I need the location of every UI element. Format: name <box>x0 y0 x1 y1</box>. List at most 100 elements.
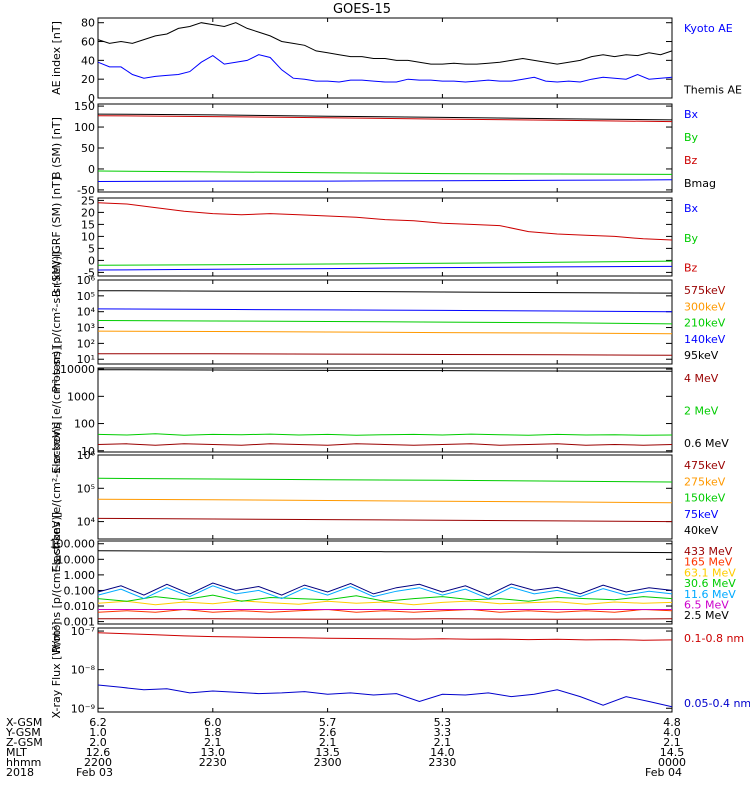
series-line-bmag <box>98 114 672 120</box>
y-tick-label: 10000 <box>60 363 95 376</box>
series-line-4-mev <box>98 444 672 445</box>
legend-entry: 4 MeV <box>684 372 719 385</box>
series-line-bx <box>98 180 672 182</box>
legend-entry: Kyoto AE <box>684 22 733 35</box>
series-line-bx <box>98 266 672 270</box>
legend-entry: 75keV <box>684 508 719 521</box>
x-tick-value: Feb 03 <box>76 766 113 779</box>
panel-frame <box>98 628 672 712</box>
legend-entry: By <box>684 232 699 245</box>
series-line-433-mev <box>98 619 672 620</box>
series-line-300kev <box>98 331 672 334</box>
legend-entry: 0.1-0.8 nm <box>684 632 744 645</box>
y-tick-label: 10⁶ <box>77 274 96 287</box>
legend-entry: 0.6 MeV <box>684 437 729 450</box>
legend-entry: Bz <box>684 154 698 167</box>
y-tick-label: 0.100 <box>64 584 96 597</box>
y-tick-label: 0.010 <box>64 600 96 613</box>
x-tick-value: 2330 <box>428 756 456 769</box>
y-tick-label: 10² <box>77 337 95 350</box>
legend-entry: 150keV <box>684 492 726 505</box>
legend-entry: 300keV <box>684 300 726 313</box>
legend-entry: 40keV <box>684 524 719 537</box>
y-tick-label: 1000 <box>67 390 95 403</box>
series-line-2-mev <box>98 434 672 436</box>
series-line-bz <box>98 203 672 240</box>
series-line-95kev <box>98 291 672 293</box>
series-line-30-6-mev <box>98 595 672 601</box>
legend-entry: 2.5 MeV <box>684 609 729 622</box>
series-line-2-5-mev <box>98 551 672 553</box>
y-tick-label: 10⁶ <box>77 449 96 462</box>
panel-8: 10⁻⁹10⁻⁸10⁻⁷X-ray Flux [W/m²]0.1-0.8 nm0… <box>50 622 750 719</box>
y-tick-label: 20 <box>81 73 95 86</box>
series-line-by <box>98 171 672 174</box>
y-tick-label: 5 <box>88 242 95 255</box>
plot-title: GOES-15 <box>333 2 391 17</box>
legend-entry: 2 MeV <box>684 405 719 418</box>
series-line-575kev <box>98 354 672 355</box>
legend-entry: Themis AE <box>683 83 742 96</box>
legend-entry: 275keV <box>684 475 726 488</box>
y-tick-label: 80 <box>81 17 95 30</box>
series-line-275kev <box>98 499 672 503</box>
x-tick-value: 2230 <box>199 756 227 769</box>
legend-entry: 140keV <box>684 333 726 346</box>
y-tick-label: 25 <box>81 194 95 207</box>
y-tick-label: 10 <box>81 230 95 243</box>
series-line-by <box>98 261 672 265</box>
y-tick-label: 10⁻⁸ <box>71 664 96 677</box>
legend-entry: Bx <box>684 108 699 121</box>
panel-7: 0.0010.0100.1001.00010.000100.000Protons… <box>50 512 737 653</box>
y-tick-label: 10⁵ <box>77 482 95 495</box>
y-tick-label: 1.000 <box>64 569 96 582</box>
y-tick-label: 20 <box>81 206 95 219</box>
y-tick-label: 100 <box>74 418 95 431</box>
y-tick-label: 150 <box>74 100 95 113</box>
y-tick-label: 0 <box>88 163 95 176</box>
x-axis-annotations: X-GSMY-GSMZ-GSMMLThhmm20186.21.02.012.62… <box>5 716 686 779</box>
x-tick-value: 2300 <box>314 756 342 769</box>
y-tick-label: 100 <box>74 121 95 134</box>
y-axis-label: X-ray Flux [W/m²] <box>50 622 63 719</box>
legend-entry: 210keV <box>684 317 726 330</box>
legend-entry: 95keV <box>684 349 719 362</box>
panel-frame <box>98 455 672 539</box>
panel-frame <box>98 541 672 624</box>
series-line-0-1-0-8-nm <box>98 633 672 640</box>
panel-frame <box>98 198 672 276</box>
y-axis-label: B (SM) [nT] <box>50 117 63 179</box>
x-row-label: 2018 <box>6 766 34 779</box>
series-line-150kev <box>98 478 672 482</box>
y-tick-label: 0 <box>88 254 95 267</box>
series-line-475kev <box>98 518 672 521</box>
y-tick-label: 40 <box>81 54 95 67</box>
legend-entry: Bz <box>684 262 698 275</box>
y-tick-label: 10⁻⁹ <box>71 702 95 715</box>
series-line-0-6-mev <box>98 370 672 372</box>
panel-frame <box>98 368 672 452</box>
y-tick-label: 60 <box>81 36 95 49</box>
y-tick-label: 10⁴ <box>77 516 96 529</box>
legend-entry: 575keV <box>684 284 726 297</box>
legend-entry: 0.05-0.4 nm <box>684 697 750 710</box>
legend-entry: Bx <box>684 202 699 215</box>
y-tick-label: 10⁵ <box>77 290 95 303</box>
y-axis-label: AE index [nT] <box>50 21 63 95</box>
y-tick-label: 50 <box>81 142 95 155</box>
legend-entry: 475keV <box>684 459 726 472</box>
y-tick-label: 10³ <box>77 322 95 335</box>
series-line-210kev <box>98 321 672 324</box>
legend-entry: By <box>684 131 699 144</box>
series-line-0-05-0-4-nm <box>98 685 672 707</box>
y-tick-label: 10⁴ <box>77 306 96 319</box>
x-tick-value: Feb 04 <box>645 766 682 779</box>
legend-entry: Bmag <box>684 177 716 190</box>
